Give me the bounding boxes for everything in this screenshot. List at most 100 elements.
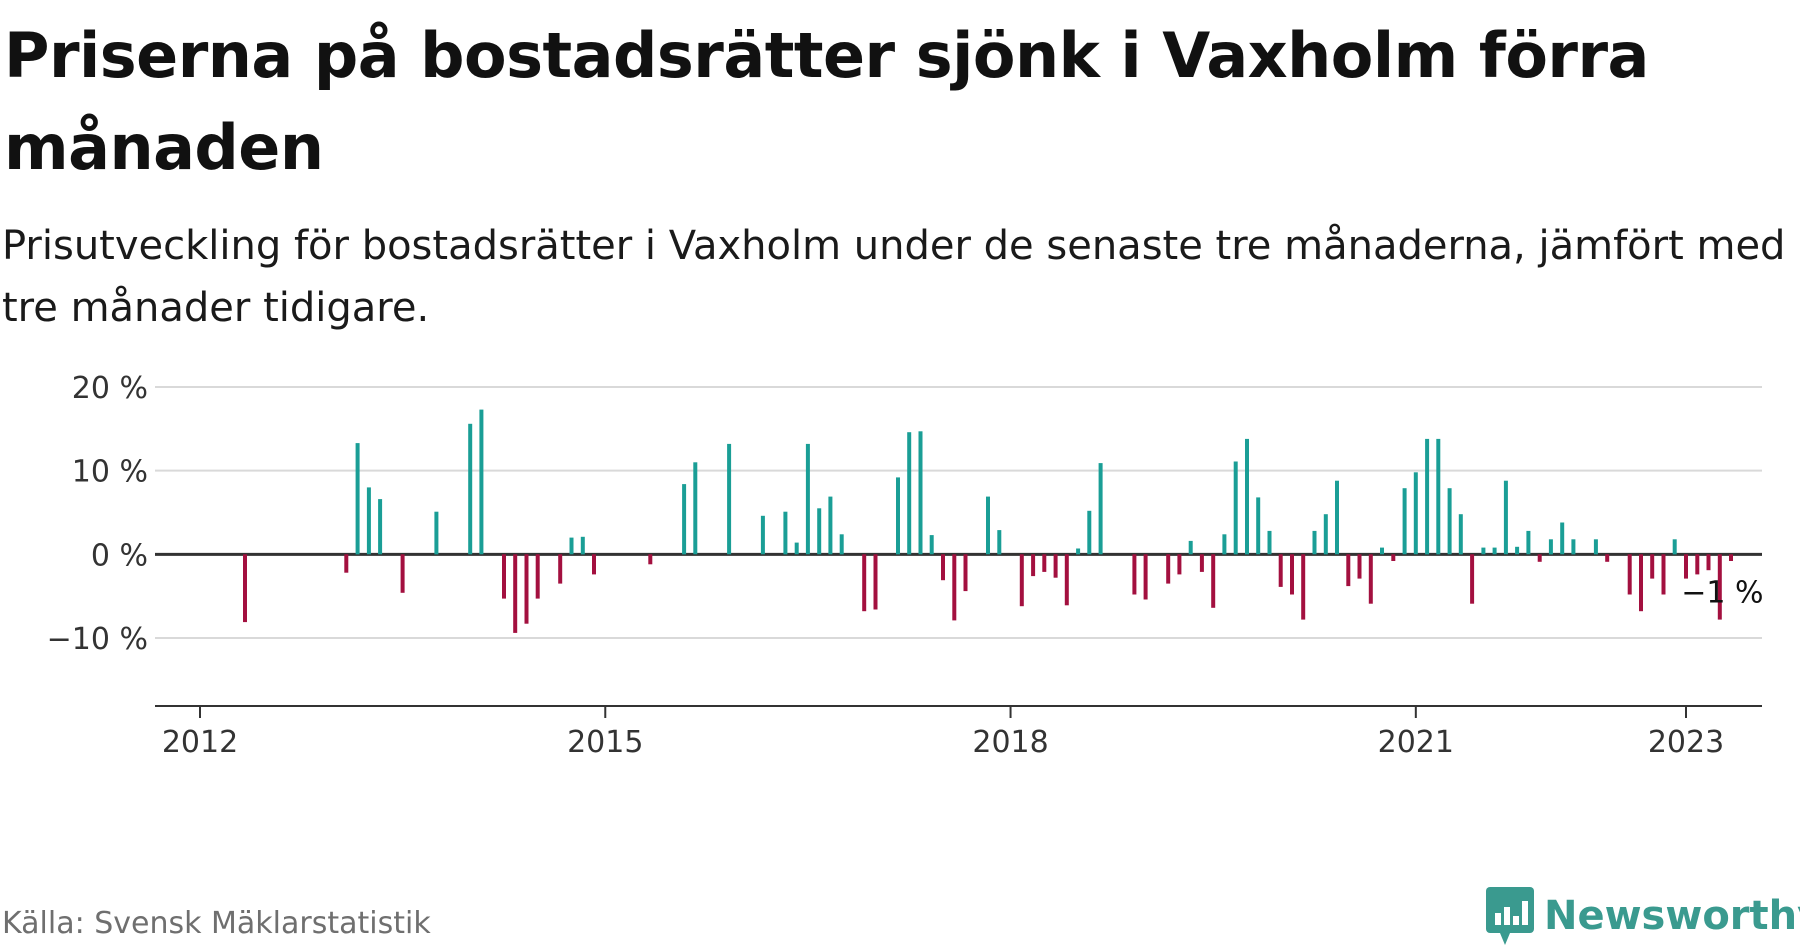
latest-value-annotation: −1 %: [1681, 575, 1763, 610]
label-layer: −10 % 0 % 10 % 20 % 2012 2015 2018 2021 2023 −1 %: [47, 371, 1764, 760]
bar: [366, 487, 371, 555]
bar: [941, 554, 945, 581]
bar: [592, 554, 596, 575]
x-tick-label: 2021: [1378, 725, 1454, 760]
bar: [929, 535, 934, 555]
bar: [1166, 554, 1171, 584]
source-credit: Källa: Svensk Mäklarstatistik: [2, 906, 431, 941]
bar-chart: −10 % 0 % 10 % 20 % 2012 2015 2018 2021 2023 −1 %: [47, 371, 1764, 760]
bar: [828, 496, 833, 555]
bar: [1143, 554, 1148, 600]
bar: [1031, 554, 1036, 577]
bar: [1672, 539, 1677, 555]
bar: [1391, 554, 1396, 561]
bar: [1098, 463, 1103, 555]
bar: [986, 496, 990, 555]
bar: [1087, 510, 1092, 555]
y-tick-label: 20 %: [72, 371, 148, 406]
y-tick-label: −10 %: [47, 622, 148, 657]
bar-layer: [243, 409, 1733, 633]
bar: [468, 423, 473, 555]
bar: [1717, 554, 1722, 620]
chart-subtitle: Prisutveckling för bostadsrätter i Vaxho…: [2, 223, 1786, 331]
brand-name: Newsworthy: [1544, 893, 1800, 939]
bar: [794, 542, 799, 555]
bar: [1593, 539, 1598, 555]
bar: [1357, 554, 1362, 579]
bar: [1526, 530, 1531, 555]
bar: [817, 508, 822, 555]
bar: [580, 536, 585, 555]
bar: [1380, 547, 1384, 555]
bar: [760, 515, 765, 555]
x-tick-label: 2015: [567, 725, 643, 760]
bar: [1177, 554, 1182, 575]
bar: [1402, 488, 1407, 555]
bar: [502, 554, 506, 599]
bar: [1267, 530, 1272, 555]
bar: [1368, 554, 1373, 604]
bar: [1706, 554, 1711, 571]
bar: [1290, 554, 1294, 595]
bar: [727, 443, 732, 555]
bar: [524, 554, 529, 624]
axis-layer: [155, 705, 1762, 718]
bar: [378, 499, 383, 555]
bar: [355, 443, 360, 555]
bar: [1346, 554, 1351, 587]
bar: [243, 554, 247, 623]
bar: [479, 409, 484, 555]
bar: [1492, 547, 1497, 555]
bar: [1661, 554, 1666, 595]
bar: [1605, 554, 1610, 562]
bar: [1537, 554, 1542, 562]
x-tick-label: 2023: [1648, 725, 1724, 760]
y-tick-label: 0 %: [91, 538, 148, 573]
bar: [513, 554, 518, 633]
bar: [1222, 534, 1227, 555]
bar: [907, 432, 912, 555]
bar: [344, 554, 349, 573]
bar: [1447, 488, 1452, 555]
chart-title: Priserna på bostadsrätter sjönk i Vaxhol…: [4, 19, 1649, 184]
bar: [1548, 539, 1553, 555]
bar: [862, 554, 867, 612]
x-tick-label: 2018: [972, 725, 1048, 760]
bar: [1076, 548, 1081, 555]
bar: [1245, 438, 1249, 555]
y-tick-label: 10 %: [72, 455, 148, 490]
bar: [873, 554, 878, 610]
bar: [1695, 554, 1700, 575]
bar: [1256, 497, 1261, 555]
bar: [1199, 554, 1204, 572]
brand-logo: Newsworthy: [1486, 885, 1800, 947]
bar: [1019, 554, 1024, 607]
bar: [569, 537, 574, 555]
bar: [1132, 554, 1137, 595]
bar: [805, 443, 810, 555]
newsworthy-logo-icon: [1486, 887, 1534, 945]
bar: [434, 511, 439, 555]
bar: [1650, 554, 1655, 579]
bar: [1278, 554, 1283, 587]
bar: [648, 554, 653, 565]
bar: [1684, 554, 1688, 579]
bar: [1503, 480, 1508, 555]
bar: [1436, 438, 1441, 555]
bar: [1560, 522, 1565, 555]
bar: [963, 554, 968, 592]
bar: [682, 484, 687, 555]
bar: [1233, 461, 1238, 555]
bar: [1053, 554, 1058, 578]
x-tick-label: 2012: [162, 725, 238, 760]
bar: [1425, 438, 1430, 555]
bar: [1211, 554, 1216, 608]
bar: [693, 462, 698, 555]
bar: [1729, 554, 1733, 561]
bar: [1064, 554, 1069, 606]
bar: [997, 530, 1002, 555]
bar: [1413, 472, 1418, 555]
bar: [1323, 514, 1328, 555]
bar: [1481, 547, 1486, 555]
bar: [1627, 554, 1632, 595]
